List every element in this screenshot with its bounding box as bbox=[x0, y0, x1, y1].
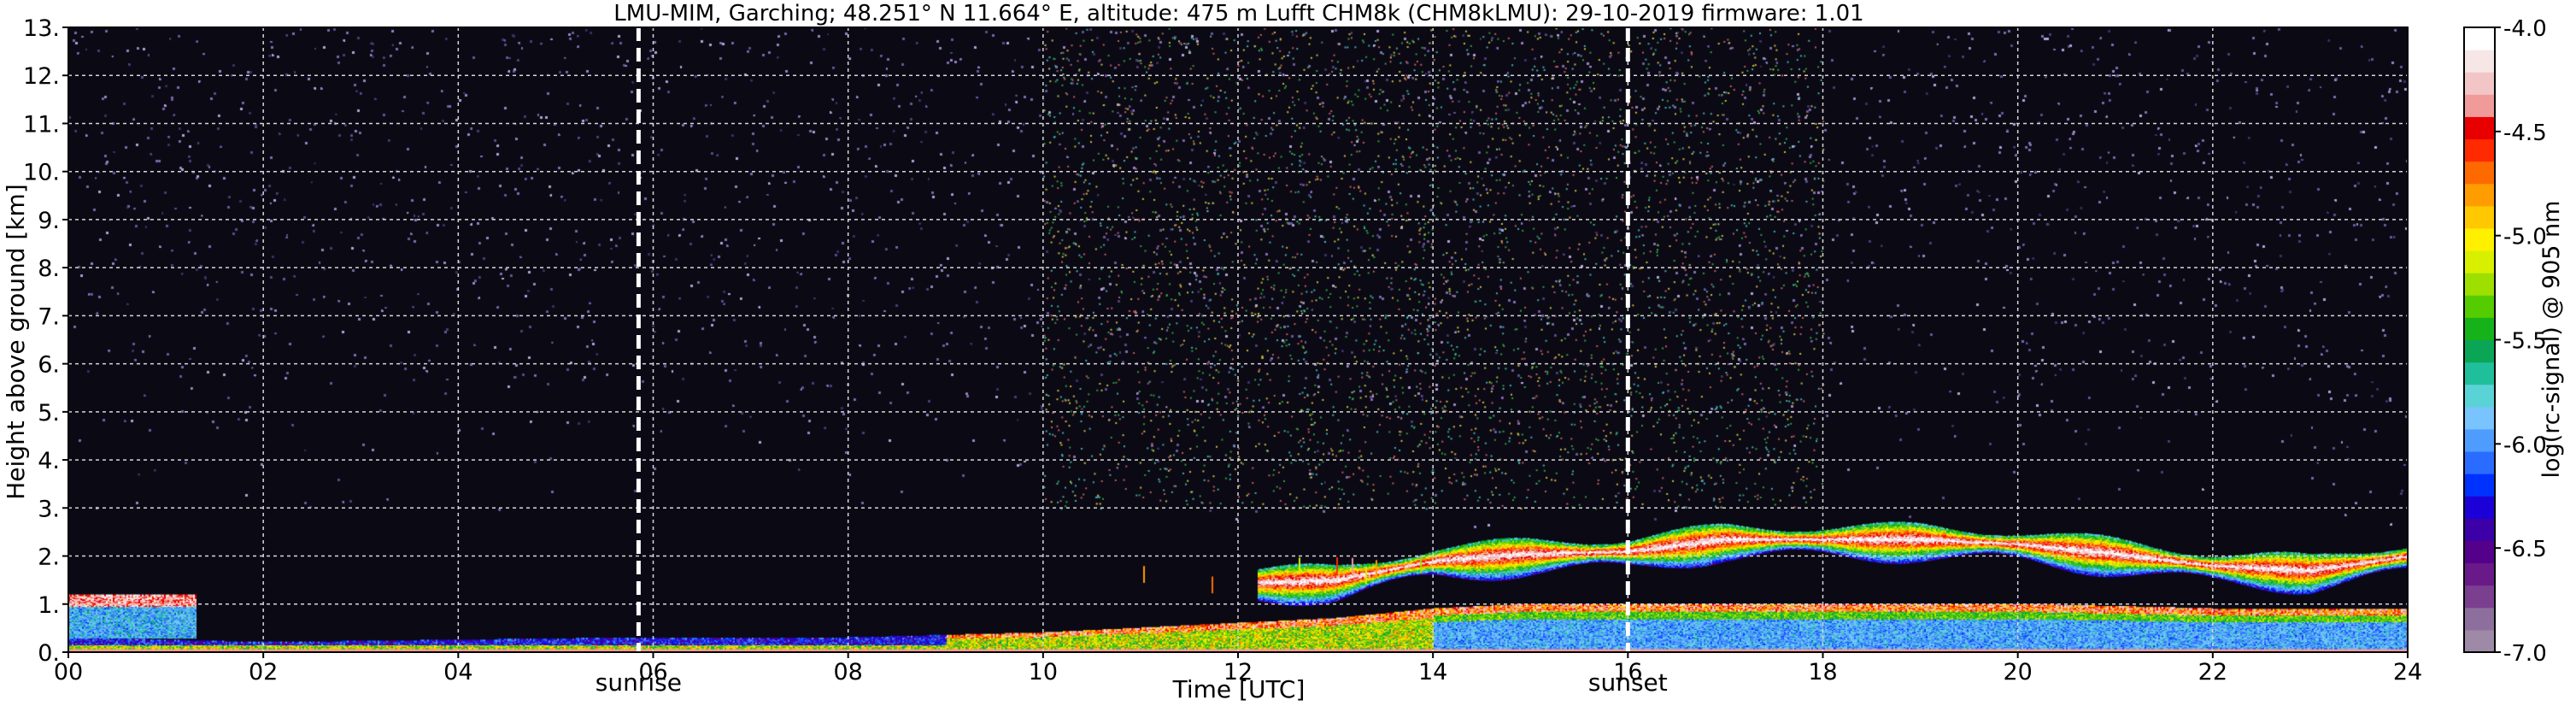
colorbar-segment bbox=[2464, 384, 2495, 408]
colorbar-segment bbox=[2464, 116, 2495, 140]
colorbar-segment bbox=[2464, 518, 2495, 541]
colorbar-segment bbox=[2464, 451, 2495, 474]
colorbar-segment bbox=[2464, 273, 2495, 296]
signal-heatmap bbox=[68, 27, 2408, 652]
x-tick-label: 08 bbox=[833, 659, 862, 685]
x-tick-label: 24 bbox=[2393, 659, 2422, 685]
colorbar-segment bbox=[2464, 474, 2495, 497]
marker-label-sunset: sunset bbox=[1588, 668, 1668, 697]
y-axis: 0. 1. 2. 3. 4. 5. 6. 7. 8. 9. 10. 11. 12. 13. bbox=[23, 15, 68, 667]
x-tick-label: 06 bbox=[638, 659, 667, 685]
colorbar-tick-label: -5.0 bbox=[2503, 225, 2547, 250]
colorbar-segment bbox=[2464, 94, 2495, 117]
colorbar-segment bbox=[2464, 629, 2495, 653]
x-tick-label: 02 bbox=[249, 659, 278, 685]
colorbar-tick-label: -5.5 bbox=[2503, 329, 2547, 355]
y-tick-label: 8. bbox=[38, 256, 60, 282]
x-tick-label: 20 bbox=[2003, 659, 2032, 685]
y-tick-label: 11. bbox=[23, 111, 60, 138]
colorbar-tick-label: -6.0 bbox=[2503, 432, 2547, 458]
colorbar-segment bbox=[2464, 540, 2495, 564]
colorbar-segment bbox=[2464, 227, 2495, 251]
x-tick-label: 14 bbox=[1418, 659, 1447, 685]
x-axis: 00 02 04 06 08 10 12 14 16 18 20 22 24 bbox=[54, 652, 2422, 685]
x-tick-label: 10 bbox=[1029, 659, 1058, 685]
grid bbox=[68, 27, 2408, 652]
x-tick-label: 12 bbox=[1223, 659, 1253, 685]
colorbar-segment bbox=[2464, 183, 2495, 207]
colorbar-tick-label: -4.0 bbox=[2503, 16, 2547, 42]
colorbar-segment bbox=[2464, 428, 2495, 452]
colorbar-segment bbox=[2464, 496, 2495, 519]
colorbar-segment bbox=[2464, 562, 2495, 586]
y-tick-label: 2. bbox=[38, 544, 60, 571]
colorbar-segment bbox=[2464, 295, 2495, 318]
y-tick-label: 0. bbox=[38, 640, 60, 667]
x-tick-label: 04 bbox=[443, 659, 472, 685]
colorbar-segment bbox=[2464, 585, 2495, 609]
colorbar-segment bbox=[2464, 72, 2495, 95]
y-tick-label: 6. bbox=[38, 352, 60, 379]
y-tick-label: 10. bbox=[23, 160, 60, 186]
x-axis-label: Time [UTC] bbox=[1172, 675, 1306, 703]
colorbar-segment bbox=[2464, 50, 2495, 73]
colorbar: -4.0 -4.5 -5.0 -5.5 -6.0 -6.5 -7.0 bbox=[2463, 16, 2547, 667]
x-tick-label: 22 bbox=[2198, 659, 2227, 685]
y-tick-label: 4. bbox=[38, 448, 60, 474]
x-tick-label: 16 bbox=[1613, 659, 1642, 685]
y-tick-label: 7. bbox=[38, 303, 60, 330]
y-tick-label: 13. bbox=[23, 15, 60, 42]
colorbar-segment bbox=[2464, 138, 2495, 162]
y-tick-label: 12. bbox=[23, 63, 60, 90]
y-tick-label: 1. bbox=[38, 592, 60, 619]
y-tick-label: 5. bbox=[38, 400, 60, 427]
y-axis-label: Height above ground [km] bbox=[2, 184, 30, 500]
colorbar-segment bbox=[2464, 362, 2495, 385]
chart-title: LMU-MIM, Garching; 48.251° N 11.664° E, … bbox=[613, 1, 1863, 26]
colorbar-segment bbox=[2464, 161, 2495, 185]
colorbar-tick-label: -6.5 bbox=[2503, 537, 2547, 562]
colorbar-tick-label: -4.5 bbox=[2503, 121, 2547, 146]
y-tick-label: 3. bbox=[38, 496, 60, 522]
colorbar-segment bbox=[2464, 250, 2495, 274]
colorbar-label: log(rc-signal) @ 905 nm bbox=[2538, 201, 2565, 479]
colorbar-segment bbox=[2464, 406, 2495, 430]
x-tick-label: 18 bbox=[1808, 659, 1837, 685]
x-tick-label: 00 bbox=[54, 659, 83, 685]
colorbar-tick-label: -7.0 bbox=[2503, 641, 2547, 667]
y-tick-label: 9. bbox=[38, 208, 60, 234]
colorbar-segment bbox=[2464, 27, 2495, 50]
colorbar-segment bbox=[2464, 339, 2495, 363]
colorbar-segment bbox=[2464, 317, 2495, 340]
plot-area: sunrise sunset bbox=[67, 26, 2409, 697]
colorbar-segment bbox=[2464, 607, 2495, 631]
marker-label-sunrise: sunrise bbox=[596, 668, 682, 697]
colorbar-segment bbox=[2464, 205, 2495, 229]
